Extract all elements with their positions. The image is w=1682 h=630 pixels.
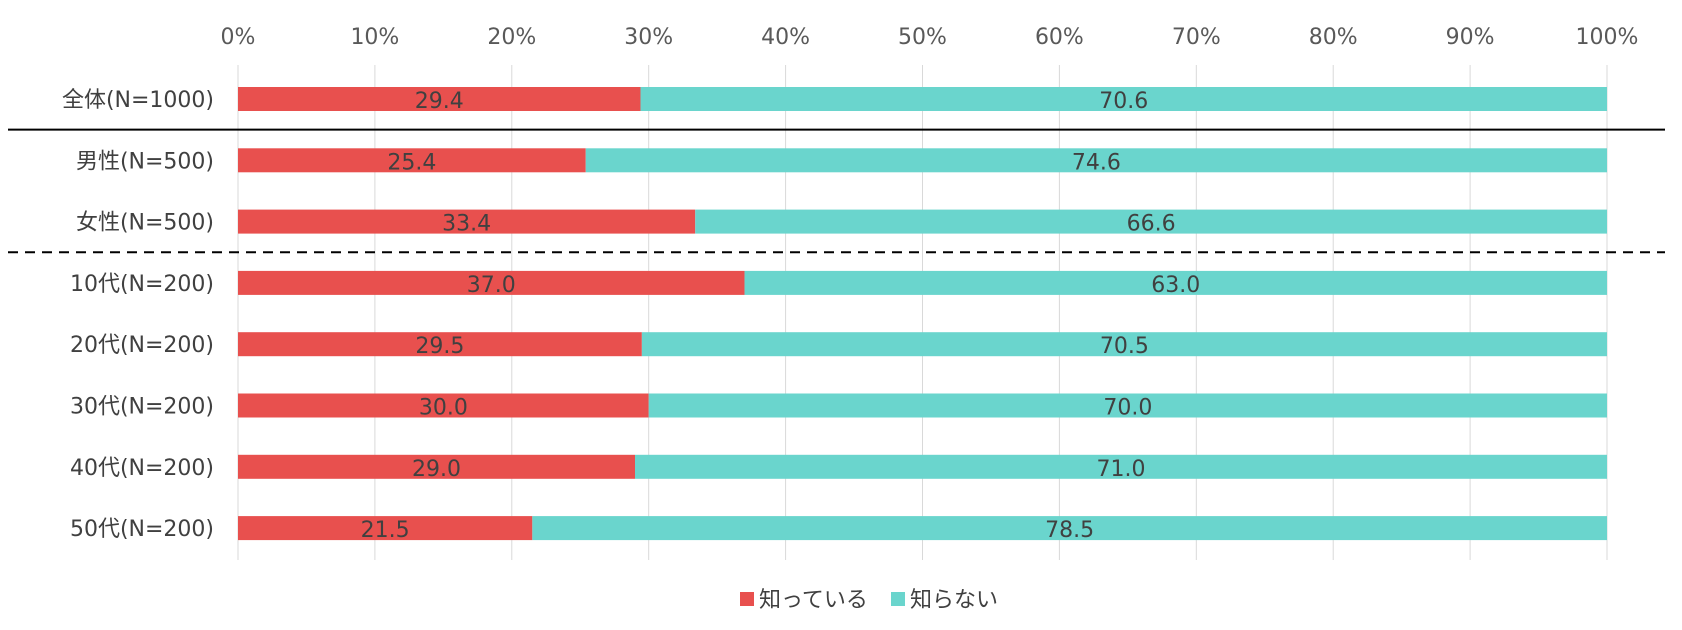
x-tick-label: 30% bbox=[624, 25, 673, 50]
x-tick-label: 80% bbox=[1309, 25, 1358, 50]
legend-label: 知っている bbox=[759, 588, 868, 613]
bar-segment bbox=[238, 516, 533, 541]
legend-swatch bbox=[740, 592, 754, 606]
x-tick-label: 20% bbox=[487, 25, 536, 50]
data-label: 33.4 bbox=[442, 212, 491, 237]
category-label: 10代(N=200) bbox=[70, 272, 214, 297]
x-axis-tick-labels: 0% 10% 20% 30% 40% 50% 60% 70% 80% 90% 100% bbox=[221, 25, 1639, 50]
bar-segment bbox=[238, 270, 745, 295]
category-label: 40代(N=200) bbox=[70, 456, 214, 481]
data-label: 37.0 bbox=[467, 273, 516, 298]
x-tick-label: 50% bbox=[898, 25, 947, 50]
x-tick-label: 100% bbox=[1576, 25, 1639, 50]
data-label: 71.0 bbox=[1097, 457, 1146, 482]
category-label: 全体(N=1000) bbox=[62, 88, 214, 113]
legend: 知っている 知らない bbox=[740, 588, 998, 613]
x-tick-label: 60% bbox=[1035, 25, 1084, 50]
data-label: 30.0 bbox=[419, 396, 468, 421]
category-labels: 全体(N=1000) 男性(N=500) 女性(N=500) 10代(N=200) 20… bbox=[62, 88, 214, 542]
data-label: 29.5 bbox=[415, 334, 464, 359]
bar-segment bbox=[648, 393, 1607, 418]
category-label: 女性(N=500) bbox=[76, 211, 214, 236]
data-label: 63.0 bbox=[1151, 273, 1200, 298]
bar-segment bbox=[238, 87, 641, 111]
legend-swatch bbox=[891, 592, 905, 606]
category-label: 男性(N=500) bbox=[76, 149, 214, 174]
bar-segment bbox=[640, 87, 1607, 111]
bar-segment bbox=[532, 516, 1608, 541]
data-label: 29.0 bbox=[412, 457, 461, 482]
legend-label: 知らない bbox=[910, 588, 998, 613]
data-labels: 29.4 70.6 25.4 74.6 33.4 66.6 37.0 63.0 29.5 70.5… bbox=[361, 89, 1201, 543]
bar-segment bbox=[238, 393, 649, 418]
bar-segment bbox=[238, 332, 642, 357]
bar-segment bbox=[238, 148, 586, 173]
data-label: 78.5 bbox=[1045, 518, 1094, 543]
bar-segment bbox=[744, 270, 1607, 295]
bar-segment bbox=[238, 454, 636, 479]
gridlines bbox=[237, 65, 1608, 560]
category-label: 30代(N=200) bbox=[70, 395, 214, 420]
group-separators bbox=[8, 128, 1665, 254]
bar-segment bbox=[585, 148, 1607, 173]
category-label: 50代(N=200) bbox=[70, 517, 214, 542]
x-tick-label: 90% bbox=[1446, 25, 1495, 50]
data-label: 66.6 bbox=[1127, 212, 1176, 237]
data-label: 74.6 bbox=[1072, 150, 1121, 175]
bar-segment bbox=[238, 209, 696, 234]
data-label: 29.4 bbox=[415, 89, 464, 114]
data-label: 70.6 bbox=[1099, 89, 1148, 114]
data-label: 25.4 bbox=[387, 150, 436, 175]
x-tick-label: 70% bbox=[1172, 25, 1221, 50]
bar-segment bbox=[635, 454, 1607, 479]
category-label: 20代(N=200) bbox=[70, 333, 214, 358]
data-label: 70.5 bbox=[1100, 334, 1149, 359]
bar-segment bbox=[695, 209, 1607, 234]
data-label: 70.0 bbox=[1103, 396, 1152, 421]
bars bbox=[238, 87, 1608, 541]
bar-segment bbox=[641, 332, 1607, 357]
x-tick-label: 40% bbox=[761, 25, 810, 50]
data-label: 21.5 bbox=[361, 518, 410, 543]
x-tick-label: 10% bbox=[350, 25, 399, 50]
x-tick-label: 0% bbox=[221, 25, 256, 50]
